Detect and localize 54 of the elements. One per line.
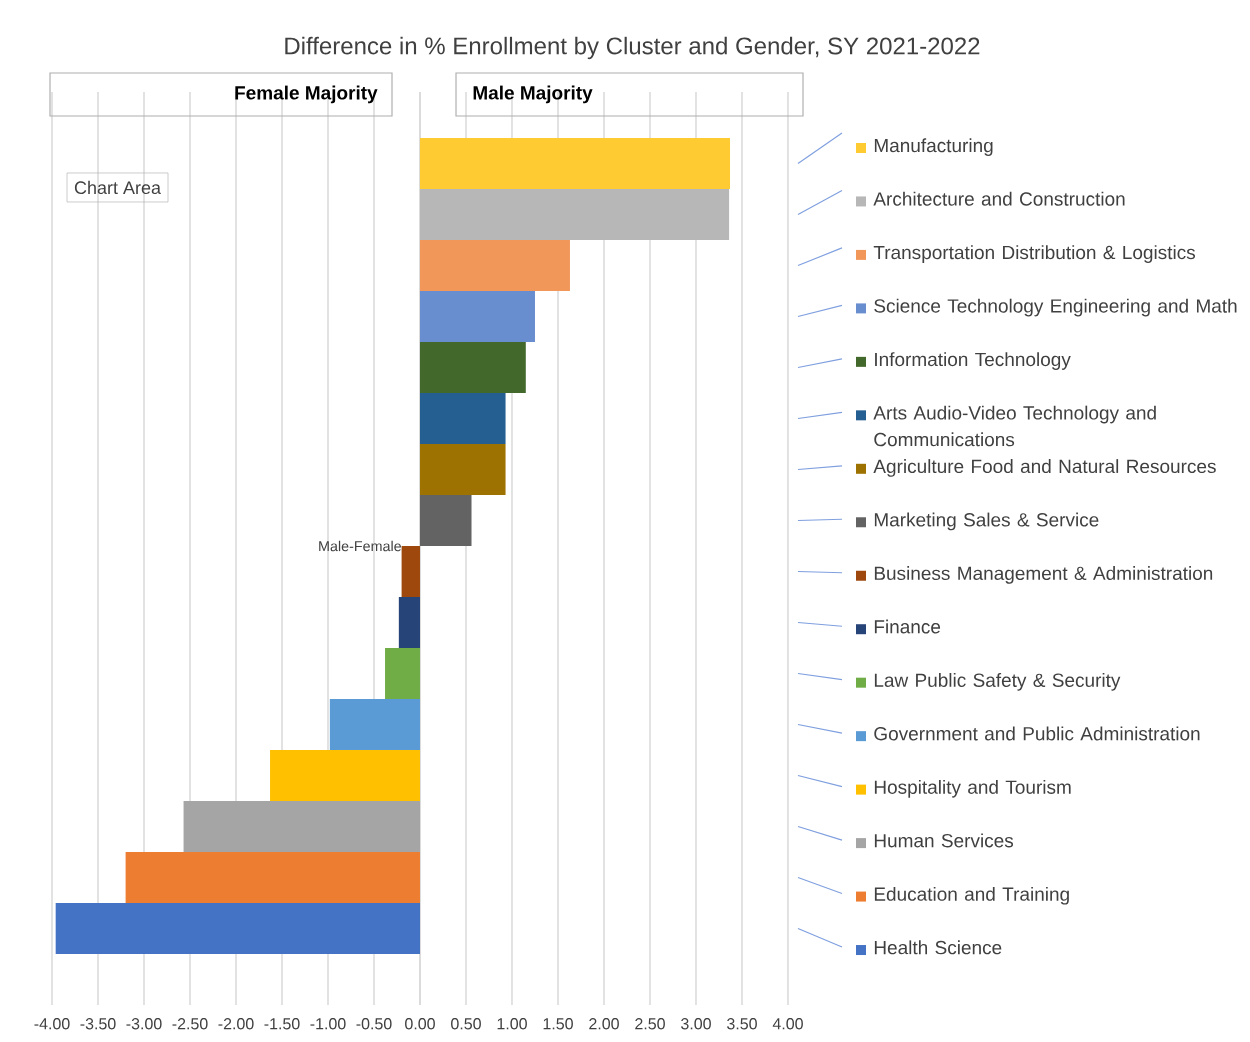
bar — [419, 188, 730, 240]
x-tick-label: 0.00 — [405, 1018, 435, 1030]
y-tick-label: Health Science — [874, 940, 1002, 955]
x-tick-label: 2.50 — [635, 1018, 665, 1030]
x-tick-label: 4.00 — [772, 1018, 803, 1030]
bar — [385, 648, 420, 699]
annotation: Chart Area — [74, 180, 161, 195]
x-tick-label: -0.50 — [356, 1018, 392, 1030]
x-tick-label: -2.50 — [172, 1018, 208, 1030]
y-tick-label: Manufacturing — [874, 138, 993, 157]
x-tick-label: 2.00 — [589, 1018, 619, 1030]
annotation: Male Majority — [473, 85, 593, 104]
bar — [329, 698, 420, 750]
chart-title: Difference in % Enrollment by Cluster and Gender, SY 2021-2022 — [285, 36, 980, 60]
bar — [419, 392, 506, 444]
y-tick-label: Information Technology — [875, 352, 1071, 370]
x-tick-label: -1.50 — [264, 1018, 300, 1030]
x-tick-label: 3.00 — [681, 1018, 711, 1030]
x-tick-label: -2.00 — [218, 1018, 254, 1030]
annotation: Male-Female — [319, 540, 402, 552]
bar — [419, 341, 526, 393]
bar — [183, 800, 420, 852]
y-tick-label: Finance — [874, 619, 941, 634]
y-tick-label: Law Public Safety & Security — [874, 673, 1121, 691]
x-tick-label: -4.00 — [34, 1018, 70, 1030]
bar — [419, 495, 472, 546]
bar — [398, 597, 420, 648]
bar — [55, 903, 420, 954]
bar — [419, 137, 731, 189]
y-tick-label: Government and Public Administration — [874, 726, 1200, 741]
y-tick-label: Agriculture Food and Natural Resources — [873, 459, 1216, 477]
x-tick-label: 1.50 — [543, 1018, 573, 1030]
annotation: Female Majority — [235, 85, 378, 104]
bar — [419, 240, 570, 291]
x-tick-label: 0.50 — [451, 1018, 481, 1030]
x-tick-label: -3.50 — [80, 1018, 116, 1030]
y-tick-label: Arts Audio-Video Technology and Communications — [873, 405, 1156, 447]
bar — [419, 443, 506, 495]
x-tick-label: 3.50 — [727, 1018, 757, 1030]
bar — [270, 750, 420, 801]
bar — [401, 545, 420, 597]
x-tick-label: -3.00 — [126, 1018, 162, 1030]
x-tick-label: -1.00 — [310, 1018, 346, 1030]
x-tick-label: 1.00 — [497, 1018, 527, 1030]
y-tick-label: Science Technology Engineering and Math — [874, 298, 1237, 317]
bar — [125, 852, 420, 903]
y-tick-label: Hospitality and Tourism — [874, 779, 1071, 798]
y-tick-label: Human Services — [874, 833, 1014, 848]
y-tick-label: Education and Training — [874, 886, 1069, 905]
y-tick-label: Business Management & Administration — [874, 566, 1213, 584]
bar — [419, 290, 535, 342]
y-tick-label: Marketing Sales & Service — [874, 512, 1099, 531]
y-tick-label: Architecture and Construction — [873, 191, 1125, 206]
y-tick-label: Transportation Distribution & Logistics — [873, 245, 1196, 263]
